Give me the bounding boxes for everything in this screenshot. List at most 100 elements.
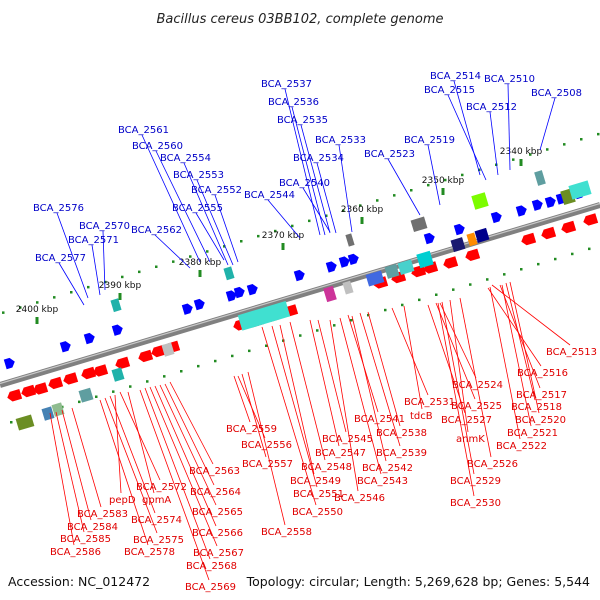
gene-label: BCA_2567 — [193, 548, 244, 559]
leader-line — [489, 111, 499, 176]
gene-label: BCA_2508 — [531, 88, 582, 99]
ruler-dot-outer — [87, 285, 90, 289]
leader-line — [359, 312, 401, 447]
ruler-dot-outer — [597, 132, 600, 136]
leader-line — [291, 106, 326, 236]
reverse-gene-arrow — [583, 213, 599, 226]
gene-label: BCA_2557 — [242, 459, 293, 470]
feature-block — [323, 285, 337, 303]
leader-line — [214, 194, 239, 263]
ruler-dot-inner — [112, 390, 115, 393]
leader-line — [329, 319, 359, 492]
feature-block — [110, 298, 122, 313]
gene-label: BCA_2586 — [50, 547, 101, 558]
ruler-dot-outer — [240, 240, 243, 243]
gene-label: BCA_2541 — [354, 414, 405, 425]
feature-block — [41, 406, 55, 421]
gene-label: BCA_2543 — [357, 476, 408, 487]
gene-label: BCA_2552 — [191, 185, 242, 196]
ruler-dot-outer — [138, 270, 141, 274]
gene-label: BCA_2570 — [79, 221, 130, 232]
reverse-gene-arrow — [21, 384, 37, 398]
leader-line — [127, 391, 155, 494]
leader-line — [271, 325, 318, 488]
ruler-dot-inner — [418, 298, 421, 302]
leader-line — [338, 144, 353, 233]
gene-label: BCA_2568 — [186, 561, 237, 572]
ruler-dot-inner — [554, 257, 557, 261]
ruler-dot-inner — [248, 349, 251, 353]
gene-label: BCA_2512 — [466, 102, 517, 113]
ruler-dot-outer — [189, 255, 192, 258]
gene-label: BCA_2514 — [430, 71, 481, 82]
ruler-dot-outer — [19, 306, 22, 309]
gene-label: BCA_2523 — [364, 149, 415, 160]
forward-gene-arrow — [193, 298, 205, 311]
gene-label: BCA_2533 — [315, 135, 366, 146]
kbp-tick-label: 2370 kbp — [262, 231, 305, 241]
major-tick — [519, 159, 523, 166]
feature-block — [474, 227, 490, 243]
gene-label: BCA_2556 — [241, 440, 292, 451]
forward-gene-arrow — [490, 211, 502, 224]
gene-label: BCA_2513 — [546, 347, 597, 358]
gene-label: tdcB — [410, 411, 433, 422]
gene-label: BCA_2522 — [496, 441, 547, 452]
leader-line — [459, 297, 492, 458]
gene-label: BCA_2559 — [226, 424, 277, 435]
forward-gene-arrow — [347, 253, 359, 266]
gene-label: BCA_2540 — [279, 178, 330, 189]
leader-line — [164, 383, 215, 486]
leader-line — [427, 144, 441, 206]
leader-line — [279, 324, 315, 475]
ruler-dot-outer — [155, 265, 158, 268]
leader-line — [58, 262, 85, 306]
leader-line — [56, 212, 89, 299]
leader-line — [141, 134, 201, 263]
ruler-dot-outer — [2, 311, 5, 314]
ruler-dot-outer — [121, 275, 124, 279]
ruler-dot-outer — [546, 148, 549, 151]
leader-line — [154, 385, 217, 527]
gene-label: BCA_2546 — [334, 493, 385, 504]
ruler-dot-outer — [461, 173, 464, 177]
ruler-dot-inner — [333, 324, 336, 327]
forward-gene-arrow — [246, 284, 258, 296]
ruler-dot-inner — [316, 329, 319, 332]
major-tick — [35, 317, 39, 324]
gene-label: BCA_2566 — [192, 528, 243, 539]
feature-block — [161, 342, 175, 357]
gene-label: BCA_2561 — [118, 125, 169, 136]
leader-line — [144, 387, 211, 560]
ruler-dot-outer — [529, 153, 532, 156]
gene-label: BCA_2569 — [185, 582, 236, 593]
gene-label: BCA_2539 — [376, 448, 427, 459]
ruler-dot-outer — [104, 280, 107, 284]
leader-line — [441, 301, 475, 475]
forward-gene-arrow — [83, 332, 95, 345]
gene-label: BCA_2550 — [292, 507, 343, 518]
gene-label: BCA_2563 — [189, 466, 240, 477]
ruler-dot-outer — [359, 204, 362, 207]
gene-label: BCA_2516 — [517, 368, 568, 379]
ruler-dot-inner — [214, 359, 217, 363]
leader-line — [489, 286, 521, 440]
leader-line — [316, 162, 337, 234]
leader-line — [195, 212, 225, 261]
ruler-dot-outer — [206, 250, 209, 253]
kbp-tick-label: 2390 kbp — [99, 281, 142, 291]
leader-line — [149, 386, 218, 547]
gene-label: BCA_2524 — [452, 380, 503, 391]
forward-gene-arrow — [325, 261, 337, 273]
map-title: Bacillus cereus 03BB102, complete genome — [156, 12, 443, 27]
leader-line — [155, 150, 211, 263]
gene-label: BCA_2584 — [67, 522, 118, 533]
reverse-gene-arrow — [561, 220, 577, 234]
forward-gene-arrow — [233, 286, 245, 299]
leader-line — [317, 319, 347, 433]
gene-labels: BCA_2537 BCA_2536 BCA_2535 BCA_2533 BCA_2534… — [33, 71, 597, 593]
feature-block — [111, 367, 125, 382]
ruler-dot-outer — [512, 158, 515, 161]
kbp-tick-label: 2360 kbp — [341, 205, 384, 215]
gene-label: BCA_2558 — [261, 527, 312, 538]
